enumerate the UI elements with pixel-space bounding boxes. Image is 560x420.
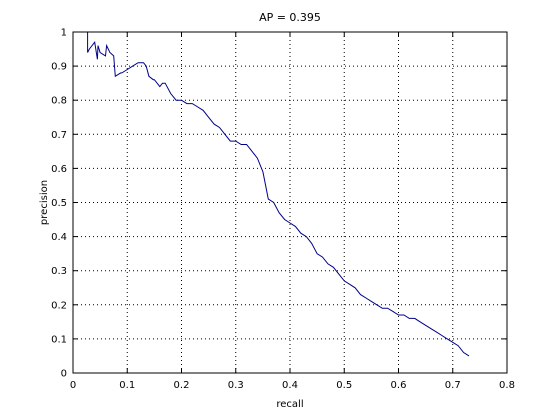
y-tick-label: 0.2	[51, 300, 67, 311]
y-axis-title: precision	[39, 180, 50, 225]
x-tick-label: 0.4	[282, 380, 298, 391]
pr-curve-line	[87, 32, 470, 357]
plot-frame	[72, 31, 508, 374]
y-tick-label: 1	[61, 28, 67, 39]
y-tick-label: 0.5	[51, 198, 67, 209]
tick-layer: 0 0.1 0.2 0.3 0.4 0.5 0.6 0.7 0.8 0 0.1 0.2 0.3 0.4 0.…	[51, 28, 515, 392]
series-layer	[87, 32, 470, 357]
x-tick-label: 0.2	[174, 380, 190, 391]
x-tick-label: 0.6	[391, 380, 407, 391]
y-tick-label: 0.6	[51, 164, 67, 175]
chart-title: AP = 0.395	[259, 11, 321, 24]
x-tick-label: 0.5	[336, 380, 352, 391]
y-tick-label: 0.1	[51, 334, 67, 345]
x-tick-label: 0.3	[228, 380, 244, 391]
x-axis-title: recall	[276, 399, 303, 410]
y-tick-label: 0.3	[51, 266, 67, 277]
grid-layer	[73, 32, 507, 373]
y-tick-label: 0.9	[51, 62, 67, 73]
y-tick-label: 0.4	[51, 232, 67, 243]
y-tick-label: 0.8	[51, 96, 67, 107]
x-tick-label: 0.7	[445, 380, 461, 391]
x-tick-label: 0	[70, 380, 76, 391]
y-tick-label: 0	[61, 369, 67, 380]
x-tick-label: 0.1	[119, 380, 135, 391]
x-tick-label: 0.8	[499, 380, 515, 391]
y-tick-label: 0.7	[51, 130, 67, 141]
